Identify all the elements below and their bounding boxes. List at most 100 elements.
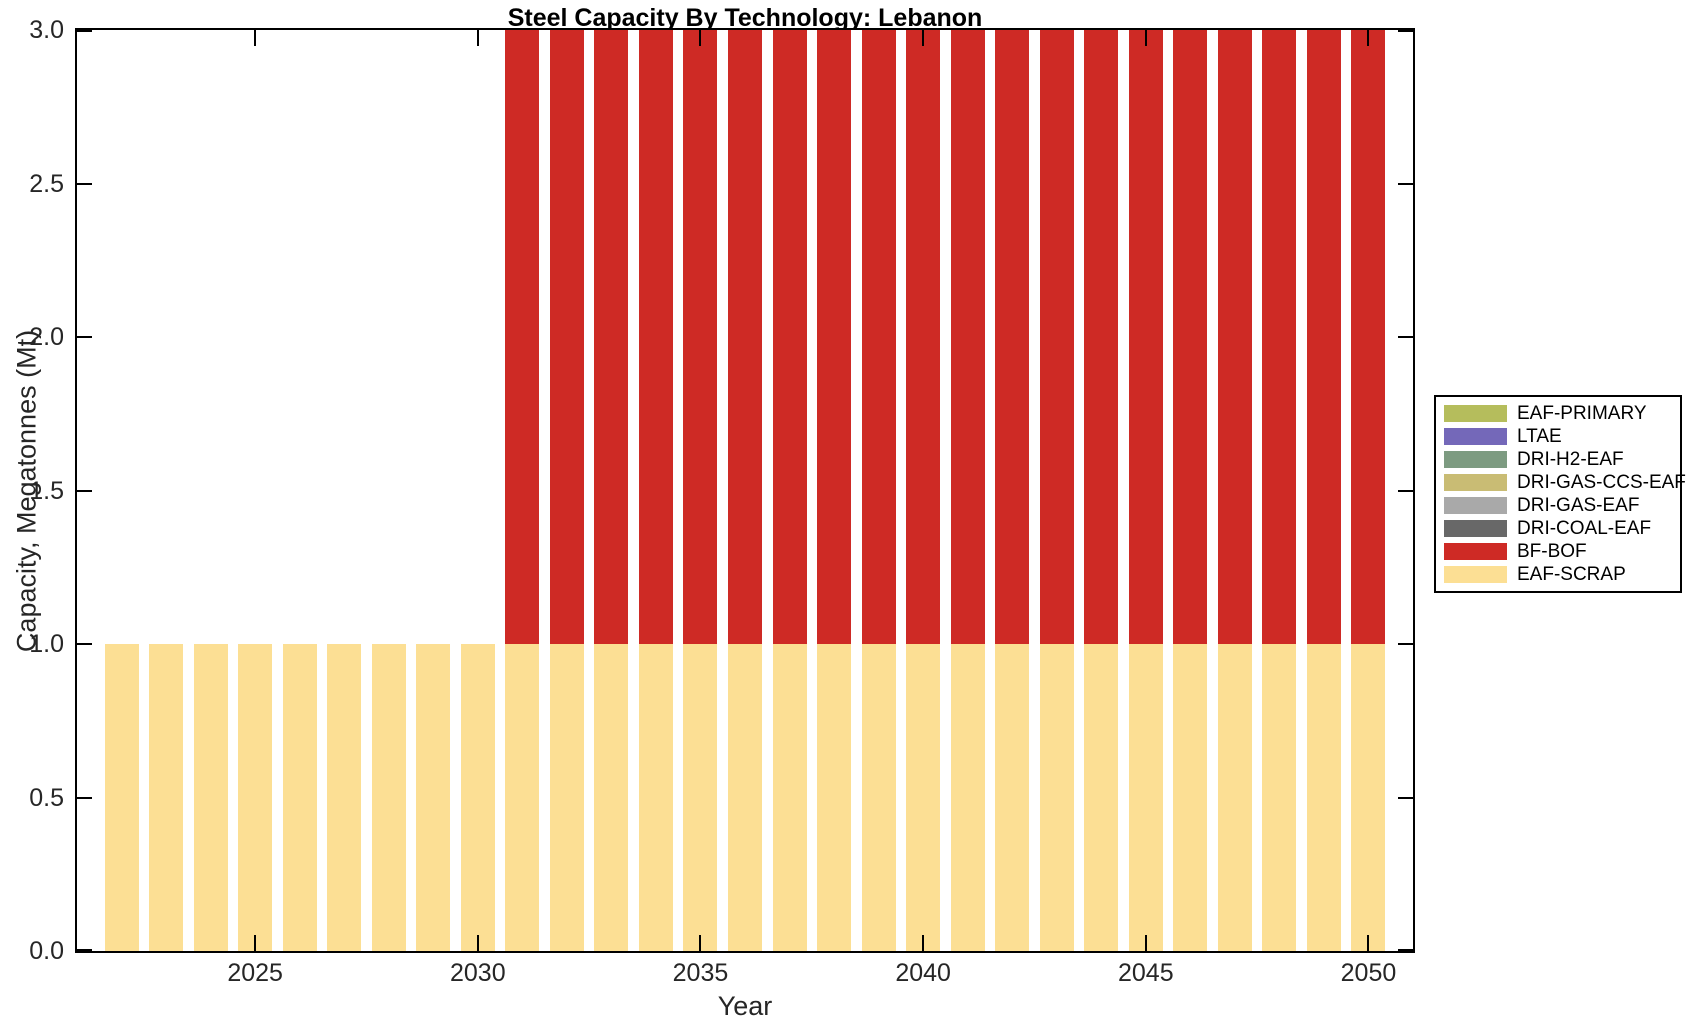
bars-layer <box>77 30 1413 951</box>
bar-segment-eaf-scrap-2045 <box>1128 644 1163 951</box>
y-tick-label-0.5: 0.5 <box>29 783 64 812</box>
bar-segment-eaf-scrap-2041 <box>950 644 985 951</box>
bar-segment-bf-bof-2037 <box>772 30 807 644</box>
x-tick-top-2025 <box>254 30 257 46</box>
ticks-layer <box>77 30 1413 951</box>
x-tick-label-2040: 2040 <box>895 959 951 987</box>
legend-label-bf-bof: BF-BOF <box>1517 540 1587 562</box>
plot-area <box>75 28 1415 953</box>
x-tick-bottom-2045 <box>1144 935 1147 951</box>
y-tick-right-1.5 <box>1398 489 1413 492</box>
legend-swatch-ltae <box>1444 428 1507 445</box>
bar-segment-bf-bof-2035 <box>683 30 718 644</box>
bar-segment-eaf-scrap-2035 <box>683 644 718 951</box>
bar-segment-eaf-scrap-2050 <box>1351 644 1386 951</box>
bar-segment-eaf-scrap-2030 <box>460 644 495 951</box>
bar-segment-eaf-scrap-2040 <box>906 644 941 951</box>
legend-label-dri-gas-eaf: DRI-GAS-EAF <box>1517 494 1640 516</box>
x-tick-label-2050: 2050 <box>1340 959 1397 987</box>
legend-row-bf-bof: BF-BOF <box>1436 540 1680 563</box>
legend-row-ltae: LTAE <box>1436 425 1680 448</box>
x-axis-label: Year <box>717 991 773 1021</box>
bar-segment-eaf-scrap-2033 <box>594 644 629 951</box>
legend-label-eaf-scrap: EAF-SCRAP <box>1517 563 1626 585</box>
y-tick-label-2.5: 2.5 <box>29 169 64 198</box>
bar-segment-eaf-scrap-2026 <box>282 644 317 951</box>
y-tick-left-3.0 <box>77 30 92 32</box>
bar-segment-bf-bof-2031 <box>505 30 540 644</box>
y-tick-left-2.5 <box>77 182 92 185</box>
bar-segment-eaf-scrap-2037 <box>772 644 807 951</box>
bar-segment-eaf-scrap-2034 <box>638 644 673 951</box>
x-tick-top-2030 <box>476 30 479 46</box>
legend-rows: EAF-PRIMARY LTAE DRI-H2-EAF DRI-GAS-CCS-EAF… <box>1436 402 1686 586</box>
y-tick-label-2.0: 2.0 <box>29 323 64 351</box>
legend-label-ltae: LTAE <box>1517 425 1562 447</box>
bar-segment-eaf-scrap-2048 <box>1262 644 1297 951</box>
legend-label-dri-gas-ccs-eaf: DRI-GAS-CCS-EAF <box>1517 471 1686 493</box>
x-tick-top-2045 <box>1144 30 1147 46</box>
bar-segment-eaf-scrap-2027 <box>327 644 362 951</box>
bar-segment-bf-bof-2042 <box>995 30 1030 644</box>
bar-segment-bf-bof-2039 <box>861 30 896 644</box>
x-tick-bottom-2035 <box>699 935 702 951</box>
bar-segment-bf-bof-2050 <box>1351 30 1386 644</box>
bar-segment-bf-bof-2049 <box>1306 30 1341 644</box>
legend-row-dri-coal-eaf: DRI-COAL-EAF <box>1436 517 1680 540</box>
x-tick-label-2025: 2025 <box>227 959 283 987</box>
bar-segment-bf-bof-2040 <box>906 30 941 644</box>
y-tick-right-0.5 <box>1398 796 1413 799</box>
y-tick-left-0.0 <box>77 949 92 951</box>
bar-segment-eaf-scrap-2024 <box>193 644 228 951</box>
bar-segment-eaf-scrap-2025 <box>238 644 273 951</box>
x-tick-label-2030: 2030 <box>449 959 506 987</box>
x-tick-top-2050 <box>1367 30 1370 46</box>
legend-label-dri-coal-eaf: DRI-COAL-EAF <box>1517 517 1652 539</box>
legend-swatch-eaf-primary <box>1444 405 1507 422</box>
legend-swatch-dri-h2-eaf <box>1444 451 1507 468</box>
legend-row-eaf-primary: EAF-PRIMARY <box>1436 402 1680 425</box>
legend-label-eaf-primary: EAF-PRIMARY <box>1517 402 1647 424</box>
legend-swatch-bf-bof <box>1444 543 1507 560</box>
bar-segment-bf-bof-2047 <box>1217 30 1252 644</box>
x-tick-bottom-2040 <box>922 935 925 951</box>
x-tick-bottom-2050 <box>1367 935 1370 951</box>
bar-segment-eaf-scrap-2046 <box>1173 644 1208 951</box>
legend-row-dri-gas-eaf: DRI-GAS-EAF <box>1436 494 1680 517</box>
bar-segment-bf-bof-2048 <box>1262 30 1297 644</box>
y-tick-left-1.5 <box>77 489 92 492</box>
bar-segment-eaf-scrap-2039 <box>861 644 896 951</box>
bar-segment-eaf-scrap-2032 <box>549 644 584 951</box>
y-tick-label-1.5: 1.5 <box>29 476 64 505</box>
y-tick-right-2.0 <box>1398 336 1413 338</box>
y-tick-label-0.0: 0.0 <box>29 937 64 965</box>
x-tick-top-2035 <box>699 30 702 46</box>
bar-segment-bf-bof-2033 <box>594 30 629 644</box>
y-tick-left-1.0 <box>77 643 92 645</box>
y-tick-right-1.0 <box>1398 643 1413 645</box>
legend-swatch-dri-gas-eaf <box>1444 497 1507 514</box>
bar-segment-bf-bof-2034 <box>638 30 673 644</box>
bar-segment-bf-bof-2041 <box>950 30 985 644</box>
bar-segment-bf-bof-2032 <box>549 30 584 644</box>
x-tick-top-2040 <box>922 30 925 46</box>
y-tick-right-3.0 <box>1398 30 1413 32</box>
bar-segment-eaf-scrap-2042 <box>995 644 1030 951</box>
x-tick-label-2035: 2035 <box>672 959 729 987</box>
bar-segment-eaf-scrap-2028 <box>371 644 406 951</box>
legend-row-dri-gas-ccs-eaf: DRI-GAS-CCS-EAF <box>1436 471 1686 494</box>
bar-segment-bf-bof-2038 <box>817 30 852 644</box>
y-tick-left-2.0 <box>77 336 92 338</box>
y-tick-right-0.0 <box>1398 949 1413 951</box>
legend-label-dri-h2-eaf: DRI-H2-EAF <box>1517 448 1624 470</box>
bar-segment-eaf-scrap-2022 <box>104 644 139 951</box>
bar-segment-eaf-scrap-2043 <box>1039 644 1074 951</box>
legend-swatch-eaf-scrap <box>1444 566 1507 583</box>
bar-segment-eaf-scrap-2049 <box>1306 644 1341 951</box>
bar-segment-bf-bof-2046 <box>1173 30 1208 644</box>
y-tick-label-3.0: 3.0 <box>29 16 64 44</box>
bar-segment-bf-bof-2043 <box>1039 30 1074 644</box>
legend-swatch-dri-coal-eaf <box>1444 520 1507 537</box>
bar-segment-eaf-scrap-2031 <box>505 644 540 951</box>
